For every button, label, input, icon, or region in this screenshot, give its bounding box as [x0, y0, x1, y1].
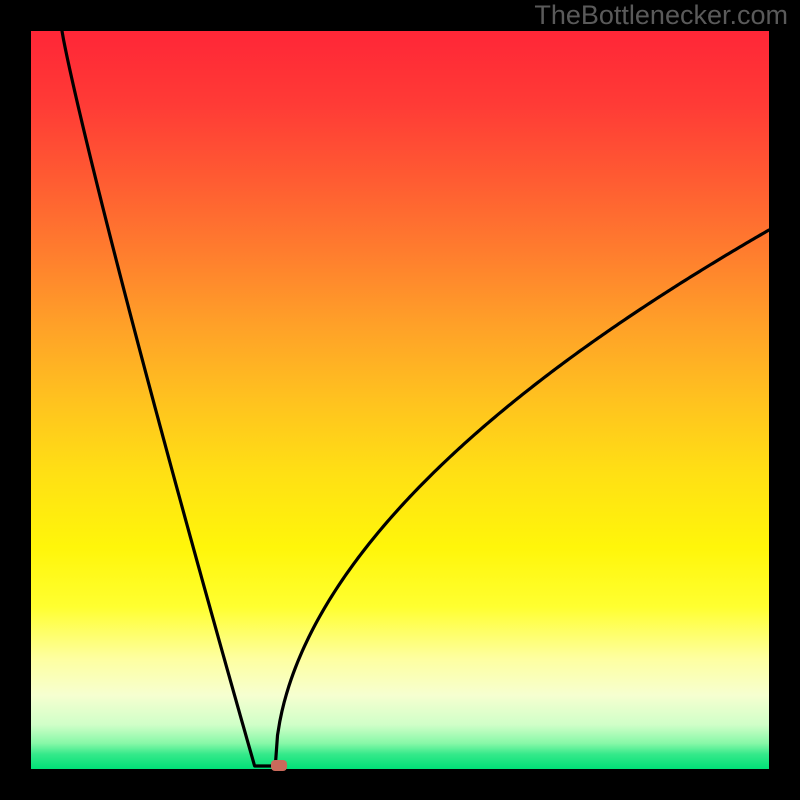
watermark-text: TheBottlenecker.com — [534, 0, 788, 31]
optimal-point-marker — [271, 760, 287, 771]
bottleneck-curve — [0, 0, 800, 800]
